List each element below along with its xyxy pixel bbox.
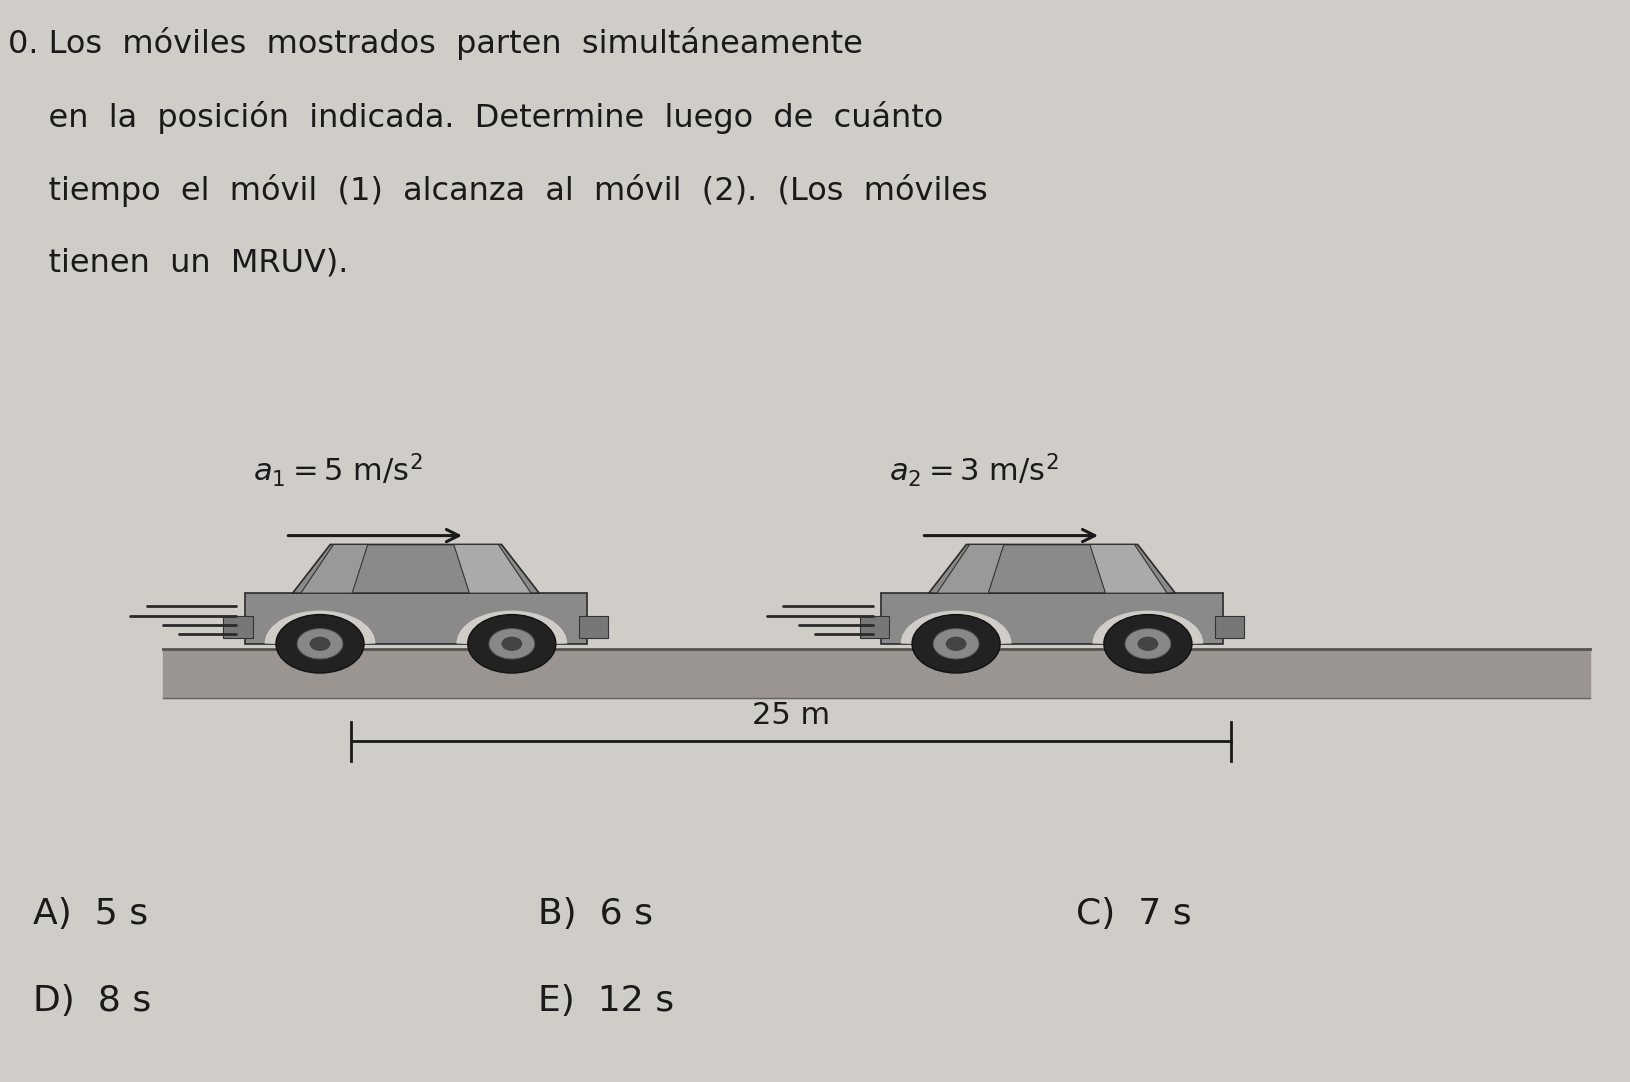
Text: E)  12 s: E) 12 s — [538, 984, 673, 1018]
Text: 0. Los  móviles  mostrados  parten  simultáneamente: 0. Los móviles mostrados parten simultán… — [8, 27, 862, 60]
Text: tiempo  el  móvil  (1)  alcanza  al  móvil  (2).  (Los  móviles: tiempo el móvil (1) alcanza al móvil (2)… — [8, 174, 988, 207]
Circle shape — [489, 629, 535, 659]
Polygon shape — [300, 544, 368, 593]
Circle shape — [275, 615, 363, 673]
Text: tienen  un  MRUV).: tienen un MRUV). — [8, 248, 349, 279]
Polygon shape — [292, 544, 540, 593]
Circle shape — [945, 637, 965, 650]
Polygon shape — [1089, 544, 1167, 593]
Bar — [859, 616, 888, 638]
Polygon shape — [927, 544, 1175, 593]
Text: $a_1 = 5\ \mathrm{m/s^2}$: $a_1 = 5\ \mathrm{m/s^2}$ — [253, 452, 422, 489]
Text: en  la  posición  indicada.  Determine  luego  de  cuánto: en la posición indicada. Determine luego… — [8, 101, 942, 133]
Bar — [1214, 616, 1244, 638]
Polygon shape — [880, 593, 1222, 644]
Text: A)  5 s: A) 5 s — [33, 897, 148, 932]
Polygon shape — [453, 544, 531, 593]
Bar — [223, 616, 253, 638]
Text: C)  7 s: C) 7 s — [1076, 897, 1192, 932]
Circle shape — [310, 637, 329, 650]
Circle shape — [297, 629, 342, 659]
Text: $a_2 = 3\ \mathrm{m/s^2}$: $a_2 = 3\ \mathrm{m/s^2}$ — [888, 452, 1058, 489]
Polygon shape — [936, 544, 1004, 593]
Circle shape — [1104, 615, 1192, 673]
Circle shape — [1138, 637, 1157, 650]
Circle shape — [468, 615, 556, 673]
Circle shape — [911, 615, 999, 673]
Bar — [163, 649, 1589, 698]
Text: B)  6 s: B) 6 s — [538, 897, 654, 932]
Circle shape — [502, 637, 522, 650]
Circle shape — [932, 629, 978, 659]
Bar — [579, 616, 608, 638]
Circle shape — [1125, 629, 1170, 659]
Text: 25 m: 25 m — [751, 701, 830, 730]
Text: D)  8 s: D) 8 s — [33, 984, 152, 1018]
Polygon shape — [244, 593, 587, 644]
